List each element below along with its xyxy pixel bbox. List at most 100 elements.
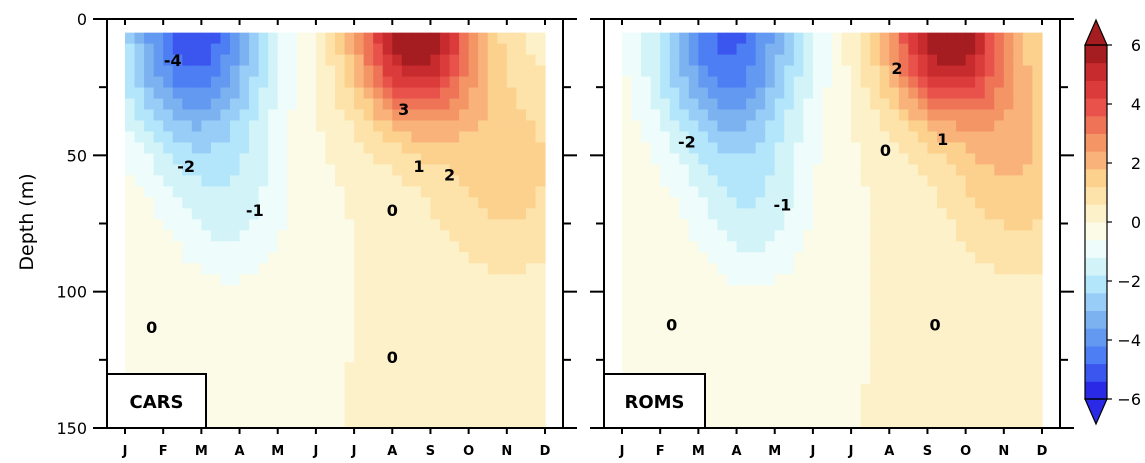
heatmap-cell [440, 230, 451, 242]
heatmap-cell [717, 318, 728, 330]
heatmap-cell [430, 340, 441, 352]
heatmap-cell [1032, 373, 1043, 385]
heatmap-cell [144, 164, 155, 176]
heatmap-cell [870, 120, 881, 133]
heatmap-cell [851, 318, 862, 330]
heatmap-cell [258, 142, 269, 155]
heatmap-cell [898, 219, 909, 231]
heatmap-cell [497, 32, 508, 45]
heatmap-cell [277, 263, 288, 275]
heatmap-cell [622, 109, 633, 122]
heatmap-cell [382, 373, 393, 385]
heatmap-cell [153, 131, 164, 144]
heatmap-cell [631, 175, 642, 187]
heatmap-cell [277, 164, 288, 176]
heatmap-cell [449, 175, 460, 187]
heatmap-cell [755, 307, 766, 319]
heatmap-cell [430, 153, 441, 166]
heatmap-cell [860, 219, 871, 231]
heatmap-cell [946, 76, 957, 89]
heatmap-cell [306, 43, 317, 56]
heatmap-cell [268, 120, 279, 133]
heatmap-cell [315, 362, 327, 374]
heatmap-cell [832, 76, 843, 89]
heatmap-cell [784, 329, 795, 341]
heatmap-cell [965, 208, 976, 220]
heatmap-cell [984, 208, 995, 220]
heatmap-cell [230, 318, 241, 330]
heatmap-cell [927, 296, 938, 308]
heatmap-cell [698, 131, 709, 144]
x-tick-label: A [387, 444, 397, 459]
heatmap-cell [784, 296, 795, 308]
heatmap-cell [315, 142, 327, 155]
heatmap-cell [1003, 274, 1014, 286]
colorbar-swatch [1085, 222, 1107, 241]
heatmap-cell [822, 208, 833, 220]
heatmap-cell [401, 131, 412, 144]
heatmap-cell [277, 54, 288, 67]
heatmap-cell [478, 109, 489, 122]
heatmap-cell [774, 296, 785, 308]
heatmap-cell [296, 285, 307, 297]
heatmap-cell [363, 175, 374, 187]
heatmap-cell [268, 43, 279, 56]
heatmap-cell [736, 241, 747, 253]
heatmap-cell [315, 263, 327, 275]
heatmap-cell [487, 362, 498, 374]
heatmap-cell [144, 120, 155, 133]
heatmap-cell [296, 197, 307, 209]
heatmap-cell [125, 54, 136, 67]
heatmap-cell [411, 87, 422, 100]
heatmap-cell [707, 285, 719, 297]
heatmap-cell [822, 153, 833, 166]
panel-frame [590, 18, 1074, 434]
heatmap-cell [927, 406, 938, 418]
heatmap-cell [144, 241, 155, 253]
heatmap-cell [363, 373, 374, 385]
heatmap-cell [506, 175, 517, 187]
heatmap-cell [325, 384, 336, 396]
heatmap-cell [315, 351, 327, 363]
heatmap-cell [927, 395, 938, 407]
heatmap-cell [765, 120, 776, 133]
heatmap-cell [287, 120, 298, 133]
heatmap-cell [994, 43, 1005, 56]
heatmap-cell [946, 98, 957, 111]
heatmap-cell [153, 109, 164, 122]
x-tick-label: A [884, 444, 894, 459]
heatmap-cell [746, 197, 757, 209]
heatmap-cell [201, 54, 212, 67]
heatmap-cell [879, 406, 890, 418]
heatmap-cell [459, 219, 470, 231]
heatmap-cell [506, 285, 517, 297]
heatmap-cell [660, 65, 671, 78]
colorbar-swatch [1085, 168, 1107, 188]
heatmap-cell [870, 208, 881, 220]
heatmap-cell [392, 175, 403, 187]
heatmap-cell [392, 406, 403, 418]
heatmap-cell [459, 87, 470, 100]
heatmap-cell [392, 362, 403, 374]
heatmap-cell [258, 384, 269, 396]
heatmap-cell [296, 351, 307, 363]
heatmap-cell [784, 373, 795, 385]
heatmap-cell [641, 54, 652, 67]
heatmap-cell [315, 197, 327, 209]
heatmap-cell [860, 252, 871, 264]
heatmap-cell [1013, 43, 1024, 56]
heatmap-cell [793, 395, 804, 407]
heatmap-cell [516, 285, 527, 297]
heatmap-cell [487, 175, 498, 187]
heatmap-cell [191, 263, 202, 275]
heatmap-cell [459, 285, 470, 297]
heatmap-cell [268, 351, 279, 363]
heatmap-cell [373, 263, 384, 275]
heatmap-cell [125, 307, 136, 319]
heatmap-cell [163, 54, 174, 67]
heatmap-cell [449, 417, 460, 429]
heatmap-cell [727, 362, 738, 374]
heatmap-cell [191, 164, 202, 176]
heatmap-cell [440, 406, 451, 418]
heatmap-cell [889, 197, 900, 209]
